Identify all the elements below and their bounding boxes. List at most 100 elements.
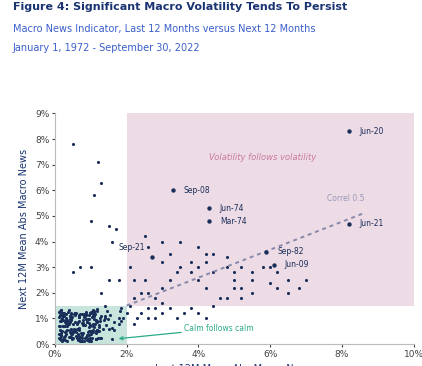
Point — [92, 336, 99, 342]
Text: Jun-21: Jun-21 — [360, 219, 384, 228]
Point — [95, 328, 101, 334]
Point — [76, 314, 82, 320]
Point — [75, 312, 82, 318]
Point — [85, 316, 92, 322]
Point — [116, 277, 123, 283]
Point — [87, 309, 94, 315]
Point — [238, 295, 245, 301]
Point — [73, 326, 80, 332]
Point — [85, 320, 92, 326]
Point — [60, 317, 66, 323]
Point — [145, 305, 151, 311]
Point — [84, 333, 90, 339]
Point — [75, 319, 81, 325]
Point — [65, 309, 72, 315]
Point — [67, 334, 74, 340]
Text: Jun-09: Jun-09 — [284, 260, 309, 269]
Point — [63, 319, 70, 325]
Text: Volatility follows volatility: Volatility follows volatility — [209, 153, 316, 161]
Point — [83, 315, 90, 321]
Point — [92, 328, 99, 334]
Point — [105, 316, 111, 322]
Point — [59, 314, 65, 320]
Point — [72, 319, 79, 325]
Point — [108, 336, 115, 342]
Point — [58, 338, 65, 344]
Point — [89, 311, 96, 317]
Point — [86, 338, 92, 344]
Point — [87, 264, 94, 270]
Point — [57, 309, 64, 314]
Point — [224, 254, 230, 260]
Point — [100, 318, 107, 324]
Point — [90, 307, 97, 313]
Point — [58, 317, 65, 323]
Point — [117, 309, 124, 314]
Point — [138, 310, 144, 316]
Point — [274, 285, 281, 291]
Point — [69, 328, 76, 334]
Point — [57, 335, 64, 341]
Point — [61, 329, 68, 335]
Point — [76, 318, 82, 324]
Point — [72, 310, 78, 316]
Point — [70, 311, 77, 317]
Point — [62, 315, 69, 321]
Point — [68, 316, 74, 322]
Point — [85, 336, 92, 342]
Point — [82, 309, 89, 315]
Point — [177, 264, 184, 270]
Point — [67, 313, 73, 319]
Point — [61, 333, 68, 339]
Point — [116, 321, 123, 326]
Point — [56, 309, 63, 315]
Bar — [127, 113, 414, 306]
Point — [76, 336, 82, 341]
Point — [109, 239, 116, 244]
Point — [91, 311, 97, 317]
Point — [78, 338, 85, 344]
Point — [188, 259, 195, 265]
Point — [62, 328, 69, 334]
Point — [69, 335, 76, 341]
Point — [62, 320, 69, 325]
Point — [89, 327, 96, 333]
Point — [69, 336, 76, 342]
Point — [65, 307, 72, 313]
Point — [68, 314, 75, 320]
Point — [195, 310, 202, 316]
Point — [87, 328, 94, 333]
Point — [260, 264, 266, 270]
Point — [87, 322, 94, 328]
Point — [68, 310, 74, 316]
Point — [62, 319, 68, 325]
Point — [68, 326, 74, 332]
Point — [75, 337, 81, 343]
Point — [238, 264, 245, 270]
Point — [249, 290, 256, 296]
Point — [92, 321, 98, 327]
Point — [68, 333, 75, 339]
Point — [81, 313, 88, 318]
Point — [63, 318, 70, 324]
Point — [267, 264, 273, 270]
Point — [89, 335, 95, 341]
Point — [78, 311, 85, 317]
Point — [209, 269, 216, 275]
Point — [249, 277, 256, 283]
Point — [56, 336, 63, 341]
Point — [106, 312, 113, 318]
Point — [83, 334, 90, 340]
Point — [141, 277, 148, 283]
Point — [97, 315, 103, 321]
Point — [95, 324, 102, 330]
Point — [100, 326, 107, 332]
Point — [209, 251, 216, 257]
Point — [58, 333, 65, 339]
Point — [60, 310, 66, 316]
Point — [62, 333, 68, 339]
Point — [80, 317, 87, 323]
Point — [116, 315, 122, 321]
Point — [84, 319, 91, 325]
Point — [202, 315, 209, 321]
